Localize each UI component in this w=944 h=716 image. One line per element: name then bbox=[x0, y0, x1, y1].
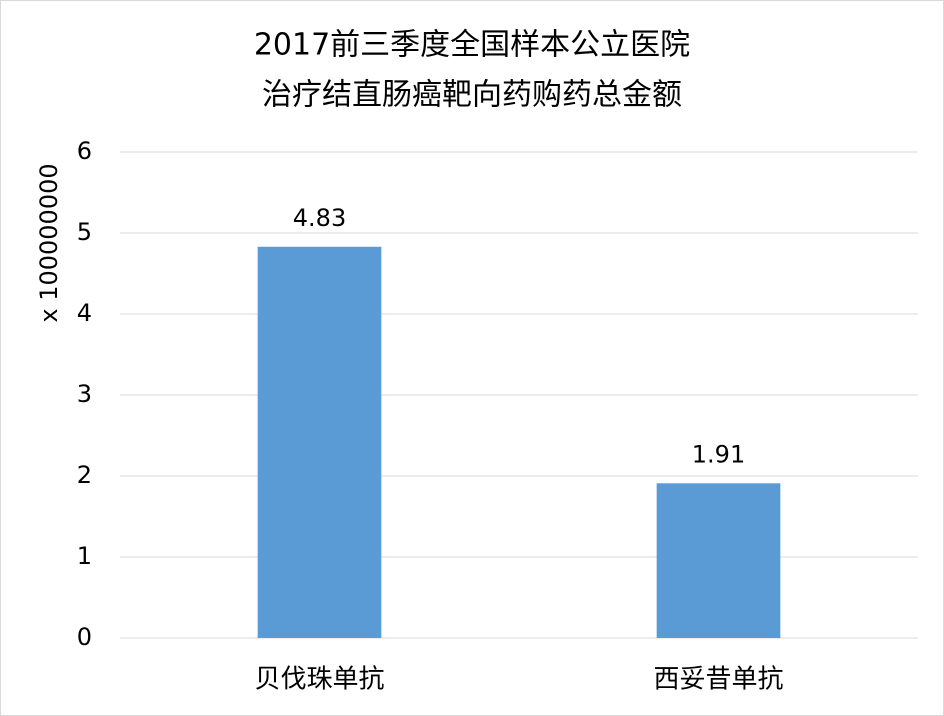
data-label: 1.91 bbox=[692, 440, 745, 468]
x-tick-label: 贝伐珠单抗 bbox=[254, 665, 384, 695]
bar bbox=[257, 246, 382, 638]
chart-title: 2017前三季度全国样本公立医院 bbox=[254, 28, 690, 63]
y-tick-label: 6 bbox=[77, 137, 92, 165]
y-tick-label: 3 bbox=[77, 380, 92, 408]
data-label: 4.83 bbox=[293, 204, 346, 232]
x-tick-label: 西妥昔单抗 bbox=[653, 665, 783, 695]
y-axis-label: x 100000000 bbox=[35, 163, 63, 322]
y-tick-label: 1 bbox=[77, 542, 92, 570]
y-tick-label: 5 bbox=[77, 218, 92, 246]
y-tick-label: 2 bbox=[77, 461, 92, 489]
y-tick-label: 0 bbox=[77, 623, 92, 651]
chart-title: 治疗结直肠癌靶向药购药总金额 bbox=[262, 78, 682, 113]
y-tick-label: 4 bbox=[77, 299, 92, 327]
bar bbox=[656, 483, 781, 638]
